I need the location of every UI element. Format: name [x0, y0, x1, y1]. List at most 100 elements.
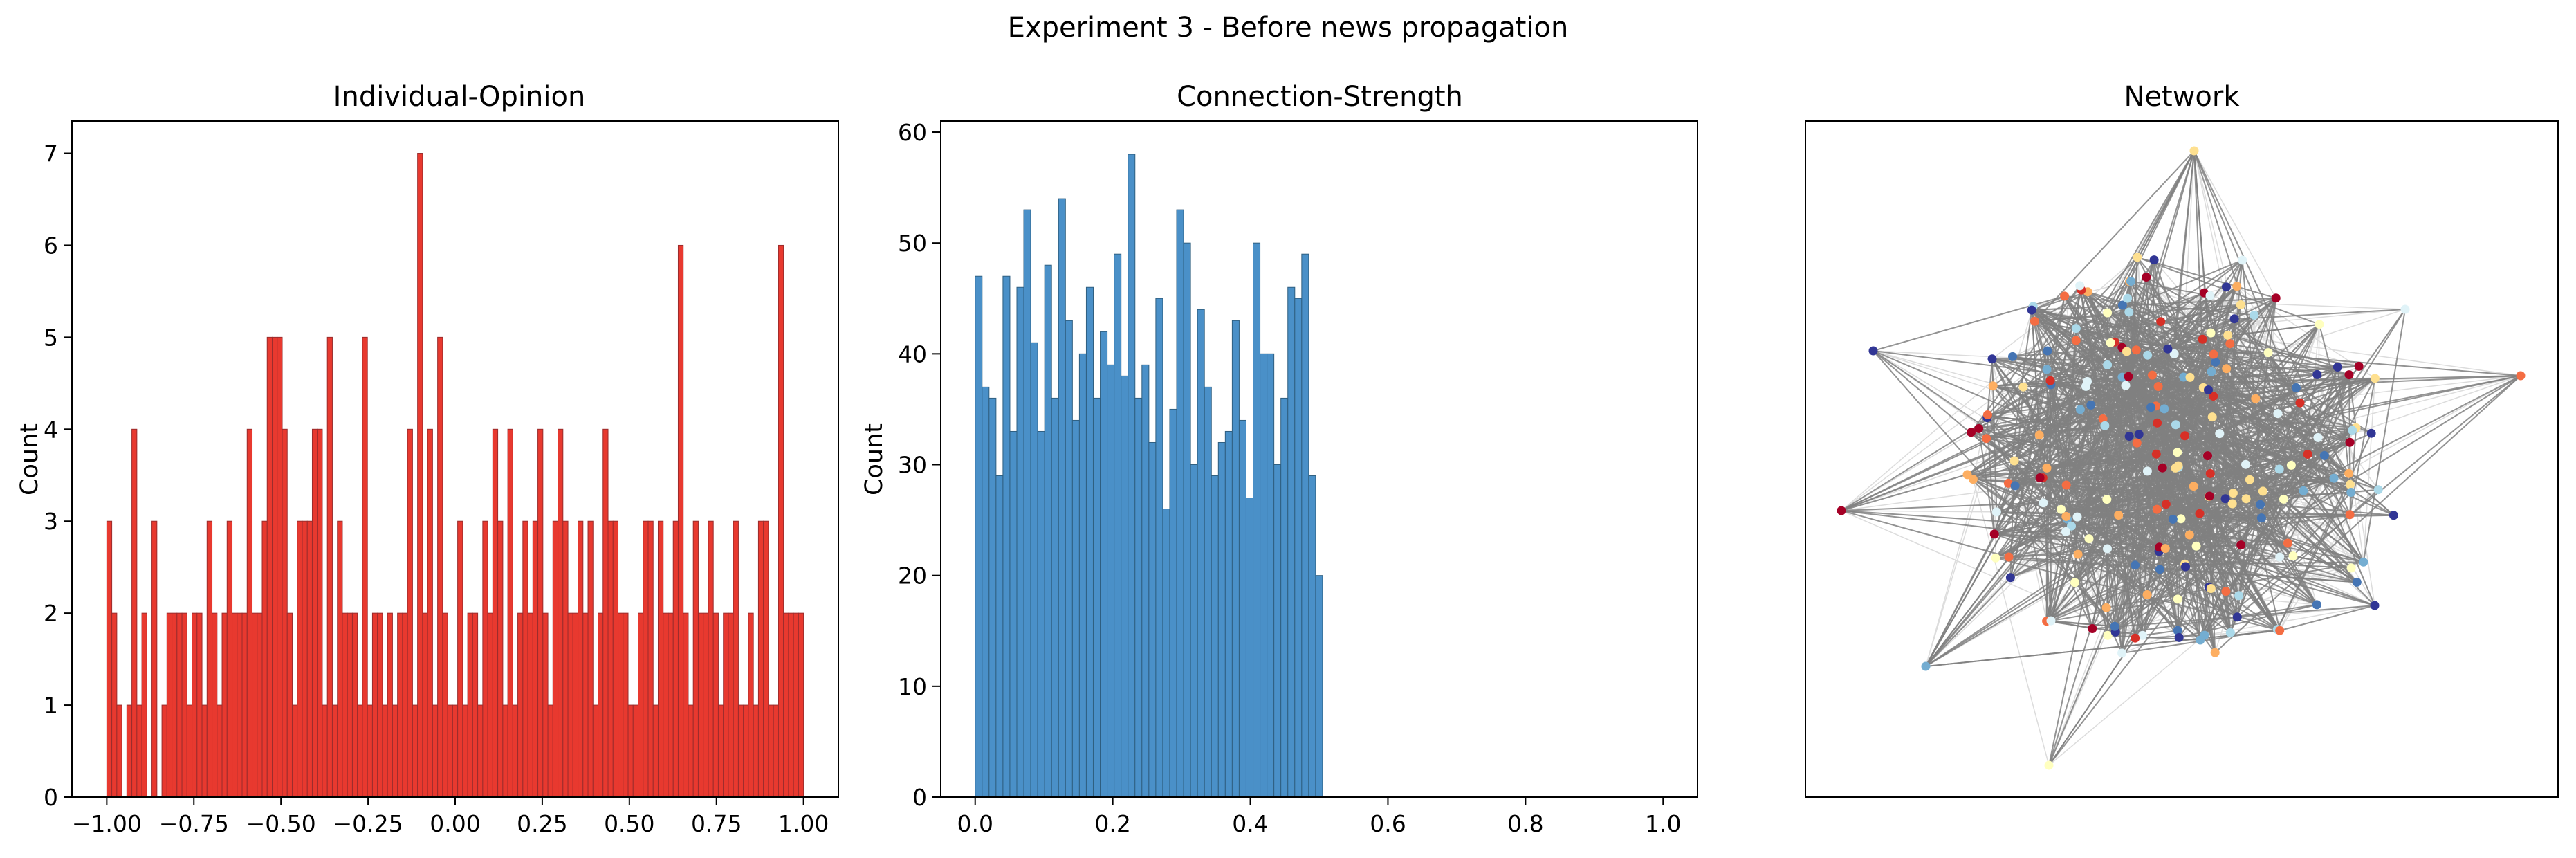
opinion-bar	[187, 705, 192, 797]
network-node	[2204, 385, 2213, 394]
opinion-bar	[553, 521, 558, 797]
network-node	[2215, 429, 2224, 438]
opinion-bar	[523, 521, 528, 797]
opinion-bar	[693, 521, 698, 797]
network-node	[2299, 486, 2308, 495]
opinion-bar	[267, 337, 272, 797]
opinion-bar	[483, 521, 488, 797]
opinion-bar	[167, 613, 172, 797]
network-node	[2133, 253, 2142, 262]
connection-bar	[1114, 254, 1121, 797]
connection-bar	[1065, 320, 1072, 797]
opinion-bar	[528, 613, 533, 797]
network-node	[2313, 433, 2322, 442]
network-node	[1992, 507, 2001, 516]
network-node	[2206, 291, 2215, 300]
connection-bar	[1058, 199, 1065, 797]
opinion-bar	[427, 429, 432, 797]
network-node	[2122, 347, 2131, 356]
connection-bar	[1003, 276, 1010, 797]
connection-histogram-bars	[975, 154, 1323, 797]
network-node	[2176, 514, 2185, 523]
opinion-bar	[773, 705, 778, 797]
network-node	[2229, 489, 2238, 498]
network-node	[2207, 329, 2216, 338]
opinion-bar	[252, 613, 257, 797]
opinion-bar	[207, 521, 212, 797]
network-node	[2018, 383, 2027, 392]
connection-bar	[1045, 265, 1051, 797]
network-node	[2200, 631, 2209, 640]
opinion-bar	[493, 429, 497, 797]
connection-ytick-label: 50	[898, 230, 927, 257]
network-node	[2131, 560, 2140, 569]
opinion-bar	[307, 521, 312, 797]
opinion-ytick-label: 2	[44, 600, 58, 627]
network-node	[2315, 320, 2324, 329]
network-node	[2359, 558, 2368, 567]
opinion-bar	[438, 337, 443, 797]
opinion-bar	[212, 613, 217, 797]
network-node	[2189, 482, 2198, 491]
network-node	[2086, 401, 2095, 410]
network-node	[2047, 617, 2056, 626]
network-node	[2102, 495, 2111, 504]
opinion-bar	[322, 705, 327, 797]
network-node	[2312, 600, 2321, 609]
network-node	[2110, 622, 2119, 631]
connection-bar	[1107, 365, 1114, 797]
opinion-bar	[372, 613, 377, 797]
network-node	[2347, 563, 2356, 572]
network-node	[2143, 351, 2152, 360]
opinion-bar	[162, 705, 167, 797]
network-node	[2104, 631, 2113, 640]
opinion-bar	[262, 521, 267, 797]
network-node	[2010, 457, 2019, 466]
opinion-bar	[237, 613, 242, 797]
network-node	[2152, 450, 2161, 459]
network-node	[2275, 465, 2284, 474]
opinion-bar	[358, 705, 362, 797]
network-node	[2190, 147, 2199, 156]
network-node	[1974, 424, 1983, 433]
network-node	[2161, 544, 2170, 553]
opinion-bar	[718, 705, 723, 797]
network-node	[2085, 534, 2094, 543]
network-node	[2256, 500, 2265, 509]
network-node	[2226, 628, 2235, 637]
opinion-bar	[708, 521, 713, 797]
network-node	[2345, 370, 2354, 379]
opinion-bar	[338, 521, 342, 797]
opinion-bar	[503, 705, 508, 797]
opinion-bar	[648, 521, 653, 797]
network-node	[2005, 553, 2014, 562]
network-node	[2124, 308, 2133, 317]
figure-suptitle: Experiment 3 - Before news propagation	[1008, 12, 1569, 44]
network-node	[2039, 498, 2048, 507]
network-node	[2222, 282, 2231, 291]
network-node	[2043, 365, 2052, 374]
opinion-bar	[172, 613, 177, 797]
network-node	[2126, 277, 2135, 286]
connection-bar	[1316, 576, 1323, 797]
network-node	[2072, 336, 2081, 345]
network-node	[2156, 317, 2165, 326]
connection-bar	[1101, 331, 1107, 797]
network-node	[2234, 591, 2243, 600]
network-node	[2125, 432, 2134, 441]
network-node	[2072, 324, 2081, 333]
connection-bar	[1253, 243, 1260, 797]
opinion-bar	[784, 613, 789, 797]
opinion-bar	[273, 337, 277, 797]
network-node	[2117, 648, 2126, 657]
network-node	[2043, 464, 2052, 473]
network-node	[2205, 492, 2214, 501]
opinion-bar	[748, 613, 753, 797]
opinion-bar	[137, 705, 142, 797]
opinion-xtick-label: 0.50	[604, 810, 654, 837]
opinion-bar	[182, 613, 187, 797]
opinion-bar	[458, 521, 463, 797]
network-node	[2348, 426, 2357, 435]
